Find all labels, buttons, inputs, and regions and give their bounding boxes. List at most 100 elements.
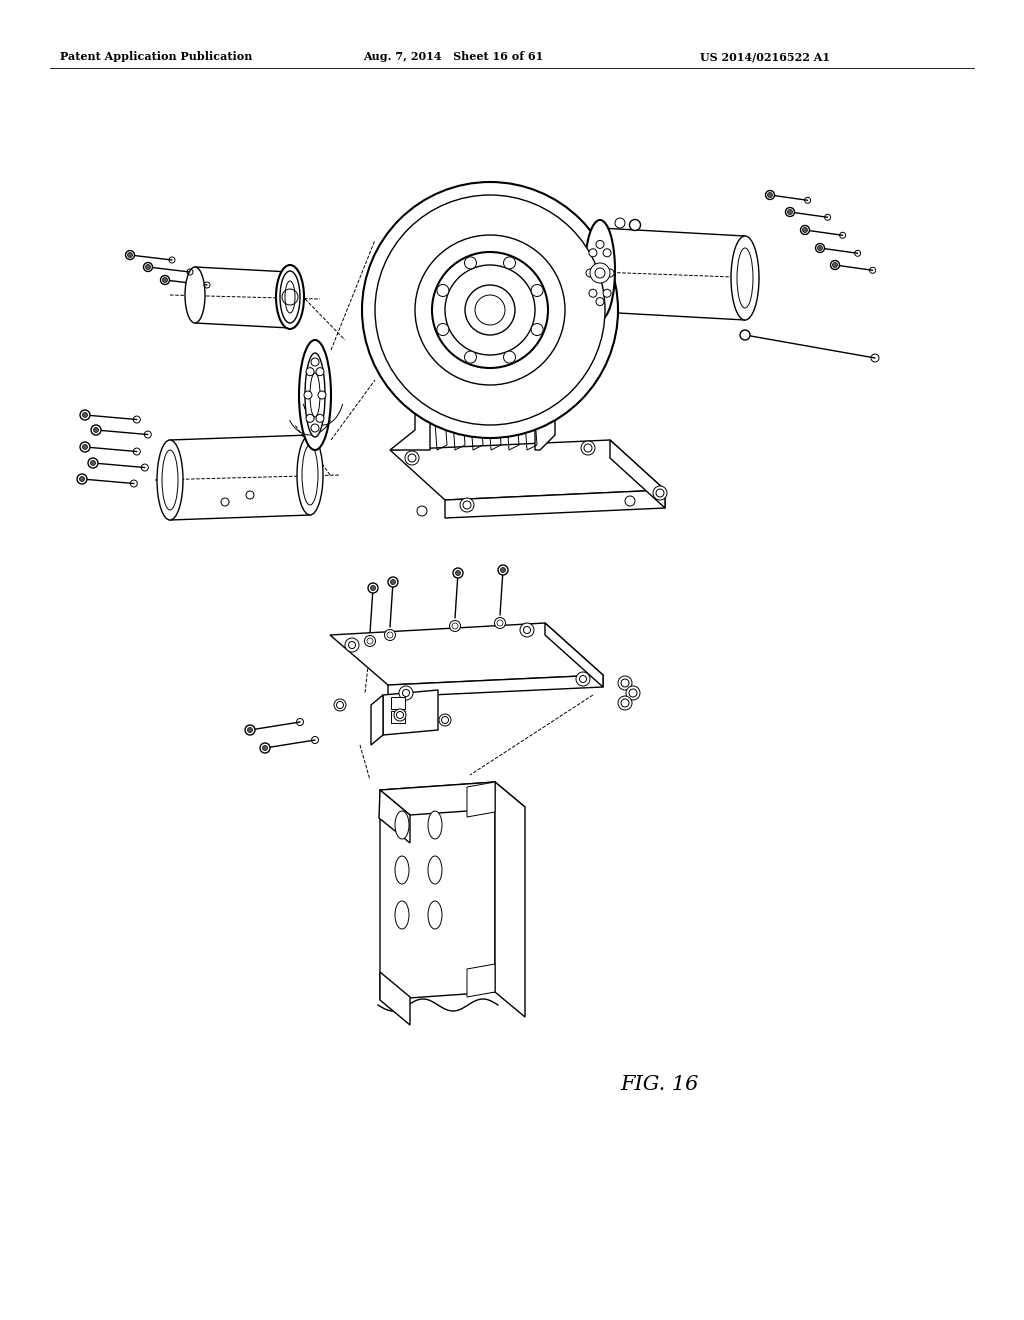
Circle shape	[817, 246, 822, 251]
Circle shape	[88, 458, 98, 469]
Ellipse shape	[157, 440, 183, 520]
Polygon shape	[330, 623, 603, 685]
Polygon shape	[380, 972, 410, 1026]
Circle shape	[439, 714, 451, 726]
Polygon shape	[467, 964, 495, 997]
Text: FIG. 16: FIG. 16	[620, 1076, 698, 1094]
Circle shape	[801, 226, 810, 235]
Circle shape	[415, 235, 565, 385]
Circle shape	[456, 570, 461, 576]
Circle shape	[465, 285, 515, 335]
Circle shape	[245, 725, 255, 735]
Circle shape	[596, 240, 604, 248]
Circle shape	[445, 265, 535, 355]
Ellipse shape	[428, 902, 442, 929]
Circle shape	[615, 218, 625, 228]
Circle shape	[450, 620, 461, 631]
Ellipse shape	[280, 271, 300, 323]
Circle shape	[316, 368, 324, 376]
Circle shape	[495, 618, 506, 628]
Circle shape	[603, 289, 611, 297]
Polygon shape	[388, 675, 603, 697]
Circle shape	[626, 686, 640, 700]
Circle shape	[590, 263, 610, 282]
Circle shape	[606, 269, 614, 277]
Circle shape	[246, 491, 254, 499]
Circle shape	[465, 351, 476, 363]
Circle shape	[432, 252, 548, 368]
Circle shape	[91, 425, 101, 436]
Circle shape	[334, 700, 346, 711]
Circle shape	[145, 264, 151, 269]
Circle shape	[581, 441, 595, 455]
Ellipse shape	[285, 281, 295, 313]
Circle shape	[304, 391, 312, 399]
Circle shape	[830, 260, 840, 269]
Circle shape	[311, 358, 319, 366]
Circle shape	[248, 727, 253, 733]
Ellipse shape	[305, 352, 325, 437]
Polygon shape	[535, 352, 555, 450]
Circle shape	[501, 568, 506, 573]
Circle shape	[80, 442, 90, 451]
Circle shape	[498, 565, 508, 576]
Circle shape	[766, 190, 774, 199]
Ellipse shape	[162, 450, 178, 510]
Circle shape	[531, 323, 543, 335]
Circle shape	[90, 461, 95, 466]
Circle shape	[221, 498, 229, 506]
Circle shape	[768, 193, 772, 198]
Circle shape	[586, 269, 594, 277]
Text: US 2014/0216522 A1: US 2014/0216522 A1	[700, 51, 830, 62]
Circle shape	[589, 248, 597, 257]
Circle shape	[371, 586, 376, 590]
Circle shape	[80, 477, 85, 482]
Polygon shape	[379, 789, 410, 843]
Circle shape	[437, 285, 449, 297]
Circle shape	[306, 414, 314, 422]
Circle shape	[83, 412, 87, 417]
Ellipse shape	[302, 445, 318, 506]
Circle shape	[437, 323, 449, 335]
Ellipse shape	[395, 855, 409, 884]
Polygon shape	[445, 490, 665, 517]
Text: Aug. 7, 2014   Sheet 16 of 61: Aug. 7, 2014 Sheet 16 of 61	[362, 51, 544, 62]
Ellipse shape	[731, 236, 759, 319]
Circle shape	[93, 428, 98, 433]
Circle shape	[475, 294, 505, 325]
Circle shape	[262, 746, 267, 751]
Polygon shape	[495, 781, 525, 1016]
Circle shape	[520, 623, 534, 638]
Ellipse shape	[737, 248, 753, 308]
Circle shape	[390, 579, 395, 585]
Circle shape	[417, 506, 427, 516]
Circle shape	[803, 227, 808, 232]
Circle shape	[161, 276, 170, 285]
Polygon shape	[545, 623, 603, 686]
Circle shape	[460, 498, 474, 512]
Polygon shape	[508, 183, 617, 437]
Polygon shape	[467, 781, 495, 817]
Circle shape	[163, 277, 168, 282]
Circle shape	[77, 474, 87, 484]
Circle shape	[575, 672, 590, 686]
Ellipse shape	[395, 902, 409, 929]
Circle shape	[653, 486, 667, 500]
Polygon shape	[390, 440, 665, 500]
Polygon shape	[383, 690, 438, 735]
Ellipse shape	[185, 267, 205, 323]
Circle shape	[318, 391, 326, 399]
Circle shape	[625, 496, 635, 506]
Circle shape	[618, 696, 632, 710]
Circle shape	[384, 630, 395, 640]
Circle shape	[406, 451, 419, 465]
Ellipse shape	[310, 374, 319, 417]
Circle shape	[126, 251, 134, 260]
Circle shape	[83, 445, 87, 450]
Circle shape	[630, 219, 640, 231]
Polygon shape	[390, 360, 430, 450]
Circle shape	[504, 257, 515, 269]
Circle shape	[368, 583, 378, 593]
Circle shape	[316, 414, 324, 422]
Polygon shape	[371, 696, 383, 744]
